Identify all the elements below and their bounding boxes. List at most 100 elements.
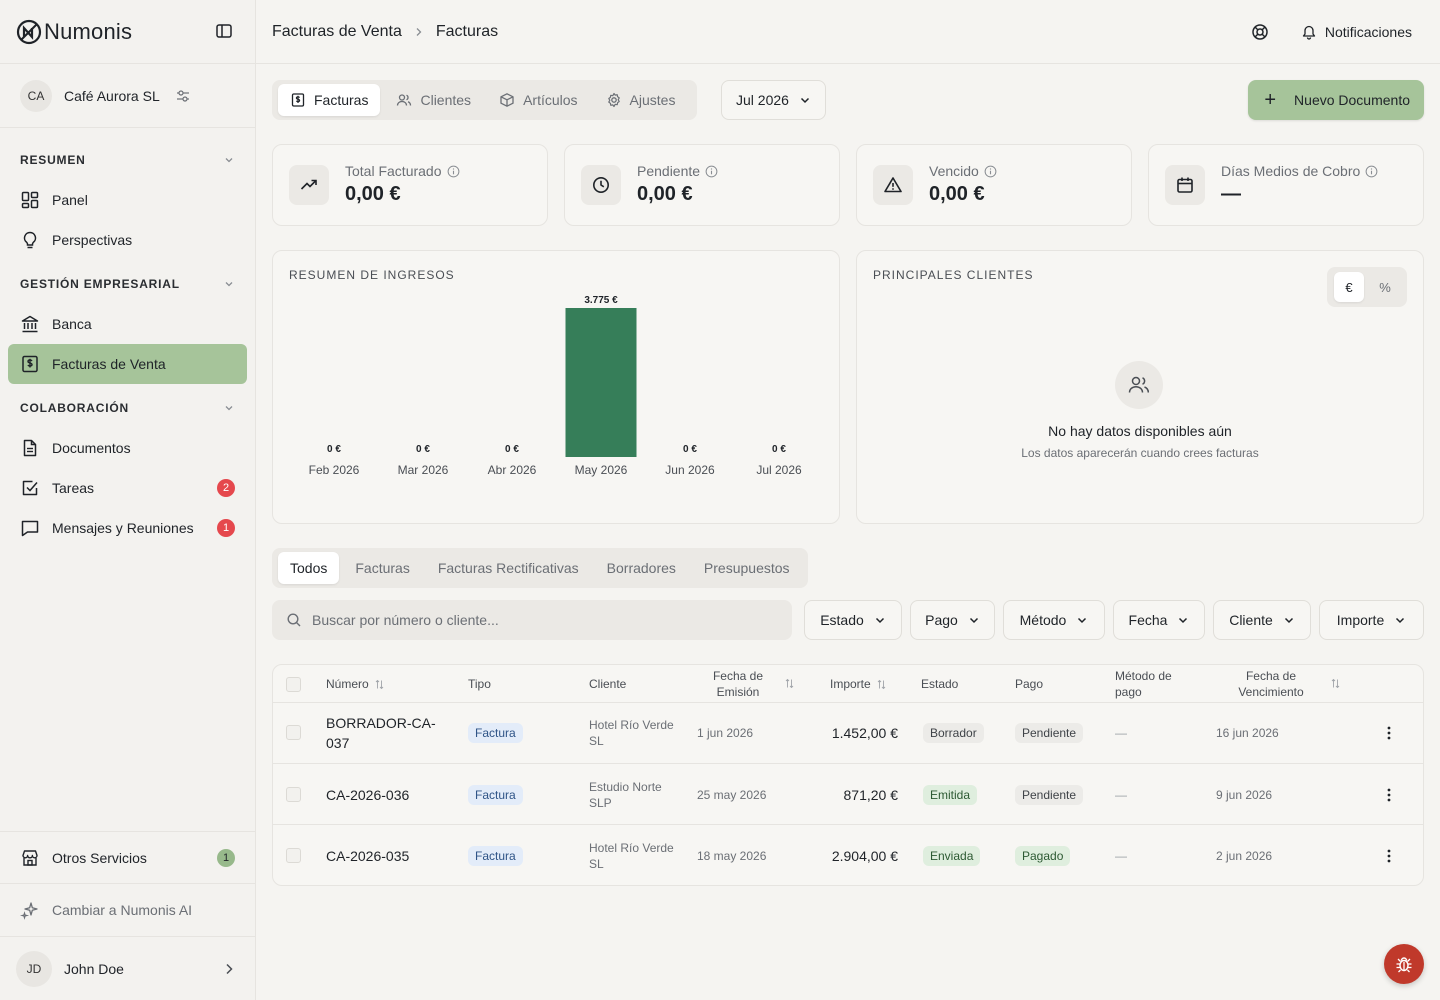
filter-importe[interactable]: Importe — [1319, 600, 1424, 640]
tasks-badge: 2 — [217, 479, 235, 497]
new-document-label: Nuevo Documento — [1294, 92, 1410, 108]
tab-facturas-rectificativas[interactable]: Facturas Rectificativas — [437, 560, 579, 576]
user-menu[interactable]: JD John Doe — [0, 936, 255, 1000]
payment-method: — — [1115, 848, 1127, 863]
tab-label: Clientes — [420, 92, 472, 108]
tab-ajustes[interactable]: Ajustes — [594, 84, 688, 116]
sidebar-item-facturas-venta[interactable]: Facturas de Venta — [8, 344, 247, 384]
new-document-button[interactable]: + Nuevo Documento — [1248, 80, 1424, 120]
more-vertical-icon[interactable] — [1387, 788, 1391, 802]
kpi-total-facturado: Total Facturado 0,00 € — [272, 144, 548, 226]
report-bug-button[interactable] — [1384, 944, 1424, 984]
sidebar-item-label: Facturas de Venta — [52, 356, 166, 372]
sidebar-item-otros-servicios[interactable]: Otros Servicios 1 — [8, 838, 247, 878]
table-row[interactable]: CA-2026-035 Factura Hotel Río Verde SL 18 m… — [273, 824, 1423, 885]
sort-icon[interactable] — [785, 678, 794, 689]
table-row[interactable]: BORRADOR-CA-037 Factura Hotel Río Verde SL… — [273, 702, 1423, 763]
toggle-euro[interactable]: € — [1334, 272, 1364, 302]
sidebar-item-mensajes[interactable]: Mensajes y Reuniones 1 — [8, 508, 247, 548]
sidebar-item-documentos[interactable]: Documentos — [8, 428, 247, 468]
status-badge: Enviada — [923, 845, 981, 866]
header-fecha-emision[interactable]: Fecha de Emisión — [712, 669, 764, 699]
tab-clientes[interactable]: Clientes — [384, 84, 483, 116]
amount: 2.904,00 € — [831, 847, 898, 864]
section-resumen[interactable]: RESUMEN — [0, 140, 255, 180]
more-vertical-icon[interactable] — [1387, 849, 1391, 863]
bug-icon — [1396, 957, 1412, 973]
sidebar-item-banca[interactable]: Banca — [8, 304, 247, 344]
more-vertical-icon[interactable] — [1387, 726, 1391, 740]
filter-estado[interactable]: Estado — [804, 600, 902, 640]
info-icon[interactable] — [447, 165, 460, 178]
estado-cell: Emitida — [923, 764, 978, 825]
help-lifebuoy-icon[interactable] — [1251, 23, 1269, 41]
bar-data-label: 0 € — [327, 444, 341, 455]
kpi-icon-box — [873, 165, 913, 205]
switch-icon[interactable] — [176, 89, 190, 103]
sidebar: Numonis CA Café Aurora SL RESUMEN Panel … — [0, 0, 256, 1000]
sort-icon — [877, 679, 886, 689]
x-tick-label: Feb 2026 — [309, 463, 360, 477]
search-input[interactable] — [312, 612, 752, 628]
sidebar-item-panel[interactable]: Panel — [8, 180, 247, 220]
month-selector[interactable]: Jul 2026 — [721, 80, 826, 120]
upgrade-ai-button[interactable]: Cambiar a Numonis AI — [0, 883, 255, 936]
other-services-badge: 1 — [217, 848, 235, 867]
row-checkbox[interactable] — [286, 848, 301, 863]
header-pago: Pago — [1015, 677, 1044, 691]
invoice-number[interactable]: CA-2026-036 — [326, 786, 410, 803]
filter-label: Importe — [1336, 612, 1385, 628]
sort-icon[interactable] — [1331, 678, 1340, 689]
table-row[interactable]: CA-2026-036 Factura Estudio Norte SLP 25 ma… — [273, 763, 1423, 824]
row-select-cell — [286, 702, 301, 763]
filter-cliente[interactable]: Cliente — [1213, 600, 1311, 640]
invoice-number[interactable]: CA-2026-035 — [326, 847, 410, 864]
tab-articulos[interactable]: Artículos — [487, 84, 589, 116]
sidebar-item-label: Banca — [52, 316, 92, 332]
sidebar-item-perspectivas[interactable]: Perspectivas — [8, 220, 247, 260]
row-checkbox[interactable] — [286, 787, 301, 802]
vencimiento-cell: 2 jun 2026 — [1216, 825, 1273, 885]
info-icon[interactable] — [705, 165, 718, 178]
payment-badge: Pendiente — [1015, 722, 1084, 743]
sparkle-icon — [20, 902, 38, 920]
tab-presupuestos[interactable]: Presupuestos — [703, 560, 790, 576]
row-checkbox[interactable] — [286, 725, 301, 740]
header-fecha-vencimiento[interactable]: Fecha de Vencimiento — [1238, 669, 1304, 699]
invoice-number[interactable]: BORRADOR-CA-037 — [326, 714, 436, 751]
numero-cell: CA-2026-036 — [326, 764, 446, 825]
bar-may-2026[interactable] — [565, 308, 637, 457]
search-box — [272, 600, 792, 640]
box-icon — [500, 93, 514, 107]
logo-icon — [16, 19, 42, 44]
info-icon[interactable] — [984, 165, 997, 178]
tab-facturas[interactable]: Facturas — [278, 84, 381, 116]
due-date: 2 jun 2026 — [1216, 848, 1273, 863]
notifications-button[interactable]: Notificaciones — [1324, 24, 1412, 40]
section-gestion[interactable]: GESTIÓN EMPRESARIAL — [0, 264, 255, 304]
filter-fecha[interactable]: Fecha — [1113, 600, 1205, 640]
breadcrumb-facturas-venta[interactable]: Facturas de Venta — [272, 22, 402, 40]
due-date: 9 jun 2026 — [1216, 787, 1273, 802]
toggle-percent[interactable]: % — [1379, 279, 1391, 295]
chevron-down-icon — [225, 406, 233, 411]
tab-todos[interactable]: Todos — [278, 552, 340, 584]
pago-cell: Pendiente — [1015, 764, 1084, 825]
filter-pago[interactable]: Pago — [910, 600, 995, 640]
company-switcher[interactable]: CA Café Aurora SL — [0, 64, 255, 128]
kpi-pendiente: Pendiente 0,00 € — [564, 144, 840, 226]
tab-borradores[interactable]: Borradores — [606, 560, 676, 576]
header-numero[interactable]: Número — [326, 665, 384, 703]
header-cliente: Cliente — [589, 677, 627, 691]
select-all-checkbox[interactable] — [286, 676, 301, 692]
tipo-cell: Factura — [468, 825, 523, 885]
info-icon[interactable] — [1365, 165, 1378, 178]
tab-facturas-list[interactable]: Facturas — [355, 560, 410, 576]
vencimiento-cell: 9 jun 2026 — [1216, 764, 1272, 825]
filter-metodo[interactable]: Método — [1003, 600, 1105, 640]
sidebar-toggle-icon[interactable] — [215, 22, 233, 40]
header-importe[interactable]: Importe — [830, 665, 886, 703]
warning-icon — [884, 177, 902, 193]
section-colaboracion[interactable]: COLABORACIÓN — [0, 388, 255, 428]
sidebar-item-tareas[interactable]: Tareas 2 — [8, 468, 247, 508]
